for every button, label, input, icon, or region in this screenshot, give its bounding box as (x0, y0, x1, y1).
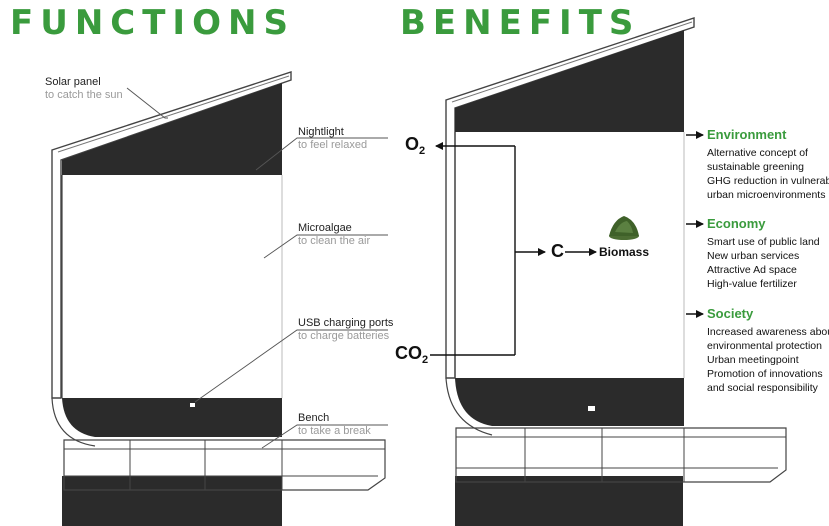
right-nightlight-panel (455, 30, 684, 132)
heading-environment: Environment (707, 127, 787, 142)
biomass-label: Biomass (599, 245, 650, 259)
list-item: Increased awareness about (707, 326, 829, 338)
list-item: New urban services (707, 250, 800, 262)
right-roof-inner-line (451, 21, 693, 103)
label-solar-panel: Solar panel to catch the sun (45, 76, 123, 102)
benefits-cabin (445, 17, 787, 526)
list-item: Promotion of innovations (707, 368, 823, 380)
leader-usb-ports (194, 329, 388, 403)
label-microalgae-name: Microalgae (298, 222, 352, 234)
label-microalgae: Microalgae to clean the air (298, 222, 370, 248)
functions-cabin (51, 71, 386, 526)
label-solar-panel-name: Solar panel (45, 76, 101, 88)
carbon-label: C (551, 241, 564, 261)
heading-economy: Economy (707, 216, 766, 231)
functions-title: FUNCTIONS (10, 3, 295, 43)
leader-solar-panel (126, 87, 168, 119)
leader-nightlight (255, 137, 388, 171)
label-bench: Bench to take a break (298, 412, 371, 438)
right-bench-block (455, 378, 684, 426)
heading-society: Society (707, 306, 754, 321)
list-item: urban microenvironments (707, 189, 826, 201)
label-microalgae-desc: to clean the air (298, 235, 371, 247)
list-item: Smart use of public land (707, 236, 820, 248)
right-usb-port (588, 406, 595, 411)
left-curve-line (51, 397, 96, 447)
list-item: sustainable greening (707, 161, 804, 173)
label-bench-desc: to take a break (298, 425, 371, 437)
left-bench-block (62, 398, 282, 437)
list-item: and social responsibility (707, 382, 818, 394)
left-nightlight-panel (62, 83, 282, 175)
left-roof-inner-line (57, 75, 290, 153)
label-nightlight-desc: to feel relaxed (298, 139, 368, 151)
right-curve-line (445, 377, 493, 436)
list-economy: Smart use of public land New urban servi… (707, 235, 820, 291)
list-item: environmental protection (707, 340, 822, 352)
label-nightlight-name: Nightlight (298, 126, 344, 138)
benefit-arrows (686, 131, 704, 318)
list-item: Alternative concept of (707, 147, 808, 159)
label-usb-ports-desc: to charge batteries (298, 330, 390, 342)
o2-label: O2 (405, 134, 426, 157)
list-society: Increased awareness about environmental … (707, 325, 829, 395)
biomass-pile-icon (609, 216, 639, 240)
functions-leaders (126, 87, 388, 449)
list-environment: Alternative concept of sustainable green… (707, 146, 829, 202)
left-base-block (62, 476, 282, 526)
list-item: Attractive Ad space (707, 264, 797, 276)
co2-label: CO2 (395, 343, 429, 366)
left-bench-frame (63, 439, 386, 491)
right-base-block (455, 476, 683, 526)
leader-microalgae (263, 234, 388, 259)
label-usb-ports: USB charging ports to charge batteries (298, 317, 393, 343)
label-solar-panel-desc: to catch the sun (45, 89, 123, 101)
right-bench-frame (455, 427, 787, 483)
list-item: Urban meetingpoint (707, 354, 799, 366)
left-usb-port (190, 403, 195, 407)
label-nightlight: Nightlight to feel relaxed (298, 126, 367, 152)
list-item: High-value fertilizer (707, 278, 797, 290)
benefits-title: BENEFITS (400, 3, 641, 43)
label-usb-ports-name: USB charging ports (298, 317, 394, 329)
leader-bench (261, 424, 388, 449)
carbon-flow (430, 142, 639, 356)
list-item: GHG reduction in vulnerable (707, 175, 829, 187)
label-bench-name: Bench (298, 412, 330, 424)
